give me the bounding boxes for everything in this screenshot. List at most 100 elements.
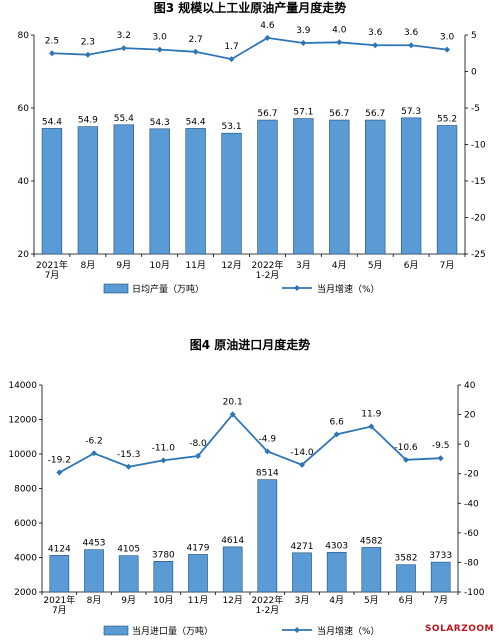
bar-value-label: 4453: [83, 539, 106, 549]
line-value-label: -15.3: [117, 450, 140, 460]
category-label: 8月: [87, 595, 102, 606]
legend-line-marker: [294, 285, 300, 291]
bar-value-label: 56.7: [329, 109, 349, 119]
bar-value-label: 57.1: [293, 108, 313, 118]
line-point: [368, 423, 375, 430]
bar-value-label: 56.7: [257, 109, 277, 119]
bar-value-label: 54.4: [186, 117, 206, 127]
bar: [365, 119, 386, 255]
right-tick-label: -25: [471, 250, 486, 260]
bar-value-label: 8514: [256, 469, 279, 479]
bar-value-label: 4124: [48, 544, 71, 554]
right-tick-label: -60: [464, 529, 479, 539]
line-point: [120, 45, 127, 52]
category-label: 5月: [364, 595, 379, 606]
bar-value-label: 4271: [291, 542, 314, 552]
bar: [77, 126, 99, 255]
left-tick-label: 2000: [14, 588, 37, 598]
category-label-line: 4月: [332, 260, 347, 271]
line-value-label: 20.1: [223, 397, 243, 407]
category-label-line: 4月: [329, 595, 344, 606]
chart-title: 图4 原油进口月度走势: [190, 337, 311, 352]
category-label-line: 8月: [81, 260, 96, 271]
bar: [257, 479, 278, 593]
category-label-line: 10月: [153, 595, 173, 606]
line-value-label: -9.5: [432, 441, 450, 451]
category-label-line: 5月: [368, 260, 383, 271]
category-label: 11月: [188, 595, 208, 606]
bar: [361, 547, 382, 593]
legend-line-label: 当月增速（%）: [317, 625, 380, 637]
category-label: 9月: [116, 260, 131, 271]
line-value-label: -19.2: [48, 456, 71, 466]
line-value-label: 11.9: [361, 410, 381, 420]
line-point: [228, 56, 235, 63]
right-tick-label: -80: [464, 558, 479, 568]
line-point: [299, 461, 305, 468]
category-label: 2022年 1-2月: [252, 259, 284, 281]
category-label-line: 12月: [222, 595, 242, 606]
category-label: 10月: [153, 595, 173, 606]
bar-value-label: 4614: [221, 536, 244, 546]
bar: [222, 546, 243, 593]
line-point: [229, 411, 236, 418]
bar: [185, 128, 206, 255]
line-point: [125, 463, 132, 470]
category-label: 12月: [221, 260, 241, 271]
line-value-label: -11.0: [152, 443, 176, 453]
line-point: [300, 40, 307, 47]
line-point: [192, 48, 199, 55]
right-tick-label: -5: [471, 104, 480, 114]
bar-value-label: 53.1: [222, 122, 242, 132]
line-value-label: 4.0: [332, 25, 347, 35]
line-point: [444, 46, 451, 53]
left-tick-label: 6000: [14, 519, 37, 529]
category-label: 10月: [149, 260, 169, 271]
category-label: 9月: [121, 595, 136, 606]
line-value-label: 3.0: [440, 33, 455, 43]
category-label-line: 2021年: [36, 259, 68, 271]
right-tick-label: 0: [464, 440, 470, 450]
line-value-label: 3.0: [153, 33, 168, 43]
bar-value-label: 3780: [152, 550, 175, 560]
line-value-label: 4.6: [260, 21, 275, 31]
legend-bar-swatch: [103, 283, 129, 294]
category-label: 2022年 1-2月: [251, 594, 283, 616]
category-label-line: 5月: [364, 595, 379, 606]
line-point: [84, 51, 91, 58]
bar: [400, 117, 422, 255]
line-value-label: 2.5: [45, 36, 59, 46]
category-label-line: 3月: [296, 260, 311, 271]
category-label: 3月: [296, 260, 311, 271]
line-value-label: 2.7: [188, 35, 202, 45]
line-value-label: -4.9: [259, 434, 277, 444]
line-value-label: 6.6: [330, 417, 345, 427]
category-label-line: 9月: [121, 595, 136, 606]
legend-bar-label: 日均产量（万吨）: [132, 283, 204, 295]
bar-value-label: 4303: [325, 541, 348, 551]
bar-value-label: 57.3: [401, 107, 421, 117]
bar: [188, 554, 208, 593]
line-point: [408, 42, 415, 49]
chart-title: 图3 规模以上工业原油产量月度走势: [154, 0, 347, 15]
bar-value-label: 3733: [429, 551, 452, 561]
left-tick-label: 12000: [8, 416, 37, 426]
bar-value-label: 54.4: [42, 117, 62, 127]
right-tick-label: -10: [471, 141, 486, 151]
category-label-line: 1-2月: [256, 270, 280, 281]
category-label: 6月: [404, 260, 419, 271]
left-tick-label: 10000: [8, 450, 37, 460]
category-label: 5月: [368, 260, 383, 271]
right-tick-label: 20: [464, 411, 476, 421]
right-tick-label: 40: [464, 381, 476, 391]
line-point: [372, 42, 379, 49]
left-tick-label: 80: [18, 31, 30, 41]
bar-value-label: 56.7: [365, 109, 385, 119]
category-label-line: 7月: [45, 270, 60, 281]
line-value-label: -10.6: [394, 443, 418, 453]
chart-crude-output: 图3 规模以上工业原油产量月度走势 20 40 60 80 5 0 -5 -10 -15 -20 -2…: [18, 0, 486, 295]
bar: [257, 119, 278, 255]
legend-bar-label: 当月进口量（万吨）: [132, 625, 213, 637]
line-value-label: 1.7: [224, 42, 238, 52]
